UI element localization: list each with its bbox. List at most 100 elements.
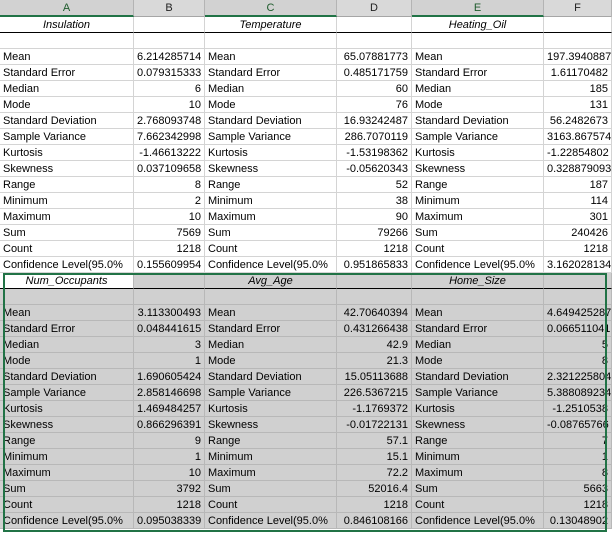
- stat-value-cell[interactable]: 0.328879093: [544, 161, 612, 177]
- stat-value-cell[interactable]: 4.649425287: [544, 305, 612, 321]
- header-cell[interactable]: Home_Size: [412, 273, 544, 289]
- stat-value-cell[interactable]: 79266: [337, 225, 412, 241]
- stat-value-cell[interactable]: -0.05620343: [337, 161, 412, 177]
- stat-value-cell[interactable]: 1: [134, 353, 205, 369]
- stat-label-cell[interactable]: [205, 289, 337, 305]
- stat-label-cell[interactable]: Count: [0, 241, 134, 257]
- stat-label-cell[interactable]: Count: [0, 497, 134, 513]
- stat-label-cell[interactable]: Sample Variance: [412, 385, 544, 401]
- stat-label-cell[interactable]: Standard Deviation: [205, 113, 337, 129]
- stat-value-cell[interactable]: 7.662342998: [134, 129, 205, 145]
- stat-value-cell[interactable]: 3.162028134: [544, 257, 612, 273]
- stat-value-cell[interactable]: 10: [134, 97, 205, 113]
- stat-value-cell[interactable]: 2.858146698: [134, 385, 205, 401]
- stat-label-cell[interactable]: Confidence Level(95.0%: [0, 513, 134, 529]
- stat-value-cell[interactable]: 9: [134, 433, 205, 449]
- stat-label-cell[interactable]: Range: [0, 177, 134, 193]
- stat-value-cell[interactable]: 7: [544, 433, 612, 449]
- stat-value-cell[interactable]: 0.037109658: [134, 161, 205, 177]
- header-cell[interactable]: [544, 273, 612, 289]
- stat-label-cell[interactable]: Skewness: [412, 161, 544, 177]
- stat-value-cell[interactable]: 76: [337, 97, 412, 113]
- stat-value-cell[interactable]: 1218: [134, 241, 205, 257]
- stat-label-cell[interactable]: Skewness: [205, 417, 337, 433]
- stat-value-cell[interactable]: 8: [544, 353, 612, 369]
- column-header-b[interactable]: B: [134, 0, 205, 17]
- stat-value-cell[interactable]: 52016.4: [337, 481, 412, 497]
- stat-label-cell[interactable]: Confidence Level(95.0%: [205, 257, 337, 273]
- stat-value-cell[interactable]: -1.2510538: [544, 401, 612, 417]
- stat-value-cell[interactable]: 65.07881773: [337, 49, 412, 65]
- stat-label-cell[interactable]: Maximum: [412, 209, 544, 225]
- stat-label-cell[interactable]: Median: [0, 337, 134, 353]
- stat-value-cell[interactable]: 42.70640394: [337, 305, 412, 321]
- stat-value-cell[interactable]: 0.866296391: [134, 417, 205, 433]
- stat-label-cell[interactable]: Minimum: [205, 193, 337, 209]
- stat-label-cell[interactable]: Sample Variance: [0, 385, 134, 401]
- stat-label-cell[interactable]: Standard Error: [412, 65, 544, 81]
- header-cell[interactable]: Heating_Oil: [412, 17, 544, 33]
- stat-value-cell[interactable]: 6.214285714: [134, 49, 205, 65]
- stat-label-cell[interactable]: Mean: [412, 305, 544, 321]
- stat-value-cell[interactable]: 185: [544, 81, 612, 97]
- stat-value-cell[interactable]: -1.53198362: [337, 145, 412, 161]
- stat-value-cell[interactable]: 0.846108166: [337, 513, 412, 529]
- stat-label-cell[interactable]: Mean: [0, 305, 134, 321]
- stat-label-cell[interactable]: [412, 289, 544, 305]
- stat-value-cell[interactable]: 131: [544, 97, 612, 113]
- stat-value-cell[interactable]: 2.321225804: [544, 369, 612, 385]
- header-cell[interactable]: [134, 273, 205, 289]
- stat-label-cell[interactable]: Kurtosis: [205, 145, 337, 161]
- stat-label-cell[interactable]: Count: [205, 497, 337, 513]
- stat-value-cell[interactable]: 1218: [134, 497, 205, 513]
- header-cell[interactable]: [337, 273, 412, 289]
- stat-label-cell[interactable]: Standard Deviation: [205, 369, 337, 385]
- stat-value-cell[interactable]: 5.388089234: [544, 385, 612, 401]
- stat-label-cell[interactable]: Maximum: [205, 209, 337, 225]
- stat-value-cell[interactable]: 52: [337, 177, 412, 193]
- stat-label-cell[interactable]: Kurtosis: [0, 145, 134, 161]
- stat-label-cell[interactable]: Mode: [205, 353, 337, 369]
- stat-label-cell[interactable]: Mode: [0, 353, 134, 369]
- stat-label-cell[interactable]: Standard Error: [0, 321, 134, 337]
- stat-label-cell[interactable]: Range: [0, 433, 134, 449]
- stat-value-cell[interactable]: 0.485171759: [337, 65, 412, 81]
- header-cell[interactable]: [134, 17, 205, 33]
- stat-value-cell[interactable]: 16.93242487: [337, 113, 412, 129]
- stat-label-cell[interactable]: Confidence Level(95.0%: [0, 257, 134, 273]
- stat-label-cell[interactable]: Median: [412, 81, 544, 97]
- stat-value-cell[interactable]: 3.113300493: [134, 305, 205, 321]
- stat-value-cell[interactable]: 114: [544, 193, 612, 209]
- stat-value-cell[interactable]: 7569: [134, 225, 205, 241]
- stat-value-cell[interactable]: [134, 289, 205, 305]
- header-cell[interactable]: Num_Occupants: [0, 273, 134, 289]
- stat-label-cell[interactable]: Standard Deviation: [0, 369, 134, 385]
- stat-label-cell[interactable]: Skewness: [0, 417, 134, 433]
- stat-value-cell[interactable]: [337, 33, 412, 49]
- stat-label-cell[interactable]: Mode: [412, 97, 544, 113]
- stat-label-cell[interactable]: Minimum: [0, 193, 134, 209]
- stat-value-cell[interactable]: 5663: [544, 481, 612, 497]
- stat-value-cell[interactable]: 0.155609954: [134, 257, 205, 273]
- stat-label-cell[interactable]: Sum: [205, 225, 337, 241]
- stat-label-cell[interactable]: [412, 33, 544, 49]
- stat-value-cell[interactable]: -1.46613222: [134, 145, 205, 161]
- stat-label-cell[interactable]: Standard Error: [0, 65, 134, 81]
- stat-label-cell[interactable]: Minimum: [0, 449, 134, 465]
- stat-value-cell[interactable]: 240426: [544, 225, 612, 241]
- stat-value-cell[interactable]: 1: [544, 449, 612, 465]
- stat-value-cell[interactable]: 3: [134, 337, 205, 353]
- header-cell[interactable]: [337, 17, 412, 33]
- stat-label-cell[interactable]: [0, 289, 134, 305]
- stat-label-cell[interactable]: Mean: [205, 305, 337, 321]
- stat-value-cell[interactable]: 21.3: [337, 353, 412, 369]
- stat-value-cell[interactable]: 1: [134, 449, 205, 465]
- stat-label-cell[interactable]: Standard Deviation: [0, 113, 134, 129]
- column-header-e[interactable]: E: [412, 0, 544, 17]
- stat-value-cell[interactable]: 60: [337, 81, 412, 97]
- stat-label-cell[interactable]: Count: [205, 241, 337, 257]
- stat-label-cell[interactable]: Sample Variance: [205, 385, 337, 401]
- stat-value-cell[interactable]: [134, 33, 205, 49]
- stat-label-cell[interactable]: Count: [412, 241, 544, 257]
- stat-label-cell[interactable]: Sample Variance: [205, 129, 337, 145]
